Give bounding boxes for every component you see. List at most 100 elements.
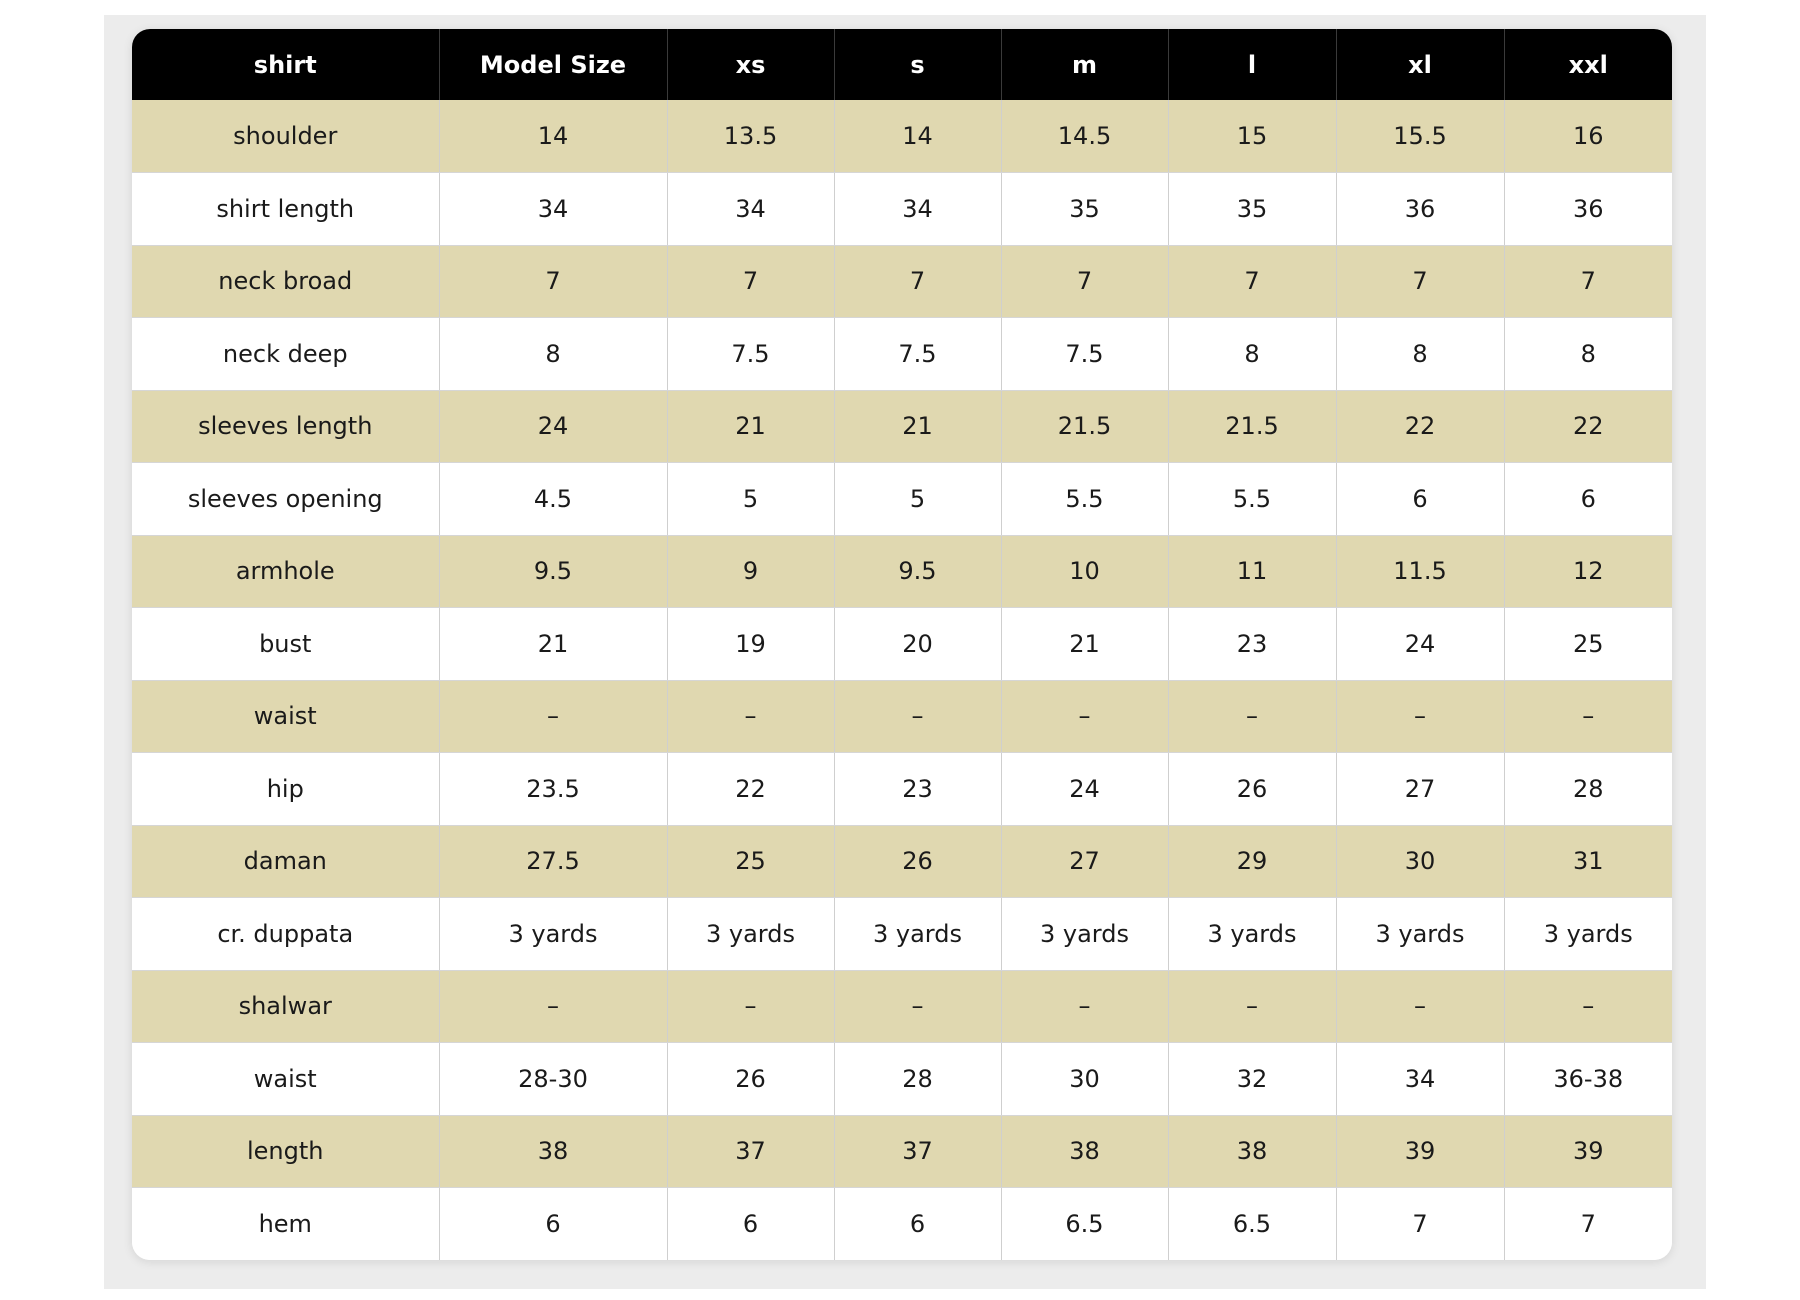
measurement-cell: 15.5	[1336, 100, 1505, 173]
table-row: shalwar – – – – – – –	[132, 970, 1672, 1043]
measurement-cell: 24	[439, 390, 668, 463]
row-label-cell: daman	[132, 825, 440, 898]
measurement-cell: 28-30	[439, 1042, 668, 1116]
measurement-cell: 11	[1168, 535, 1337, 608]
table-row: sleeves length 24 21 21 21.5 21.5 22 22	[132, 390, 1672, 463]
measurement-cell: 14.5	[1001, 100, 1169, 173]
row-label-cell: shoulder	[132, 100, 440, 173]
measurement-cell: 39	[1504, 1115, 1672, 1188]
measurement-cell: 22	[667, 752, 835, 826]
row-label-cell: neck broad	[132, 245, 440, 318]
measurement-cell: 7	[1001, 245, 1169, 318]
measurement-cell: 35	[1001, 172, 1169, 246]
measurement-cell: 26	[834, 825, 1002, 898]
measurement-cell: –	[439, 680, 668, 753]
measurement-cell: 24	[1336, 607, 1505, 681]
column-header-xl: xl	[1336, 29, 1505, 100]
measurement-cell: 32	[1168, 1042, 1337, 1116]
measurement-cell: 36	[1336, 172, 1505, 246]
measurement-cell: –	[1001, 970, 1169, 1043]
measurement-cell: 8	[439, 317, 668, 391]
row-label-cell: cr. duppata	[132, 897, 440, 971]
table-row: bust 21 19 20 21 23 24 25	[132, 607, 1672, 681]
measurement-cell: 35	[1168, 172, 1337, 246]
measurement-cell: 6	[1336, 462, 1505, 536]
measurement-cell: –	[834, 680, 1002, 753]
measurement-cell: –	[1001, 680, 1169, 753]
measurement-cell: 25	[667, 825, 835, 898]
measurement-cell: 7	[1336, 1187, 1505, 1260]
measurement-cell: 3 yards	[1168, 897, 1337, 971]
measurement-cell: 8	[1504, 317, 1672, 391]
row-label-cell: waist	[132, 680, 440, 753]
measurement-cell: 16	[1504, 100, 1672, 173]
measurement-cell: –	[667, 970, 835, 1043]
measurement-cell: 6.5	[1168, 1187, 1337, 1260]
measurement-cell: 36	[1504, 172, 1672, 246]
measurement-cell: 5.5	[1001, 462, 1169, 536]
measurement-cell: 5.5	[1168, 462, 1337, 536]
measurement-cell: 27	[1001, 825, 1169, 898]
measurement-cell: 11.5	[1336, 535, 1505, 608]
measurement-cell: 31	[1504, 825, 1672, 898]
measurement-cell: 7.5	[667, 317, 835, 391]
measurement-cell: 29	[1168, 825, 1337, 898]
measurement-cell: –	[1168, 680, 1337, 753]
column-header-model-size: Model Size	[439, 29, 668, 100]
table-header-row: shirt Model Size xs s m l xl xxl	[132, 29, 1672, 100]
measurement-cell: –	[667, 680, 835, 753]
measurement-cell: 21	[1001, 607, 1169, 681]
measurement-cell: 26	[667, 1042, 835, 1116]
row-label-cell: waist	[132, 1042, 440, 1116]
measurement-cell: 37	[834, 1115, 1002, 1188]
table-row: length 38 37 37 38 38 39 39	[132, 1115, 1672, 1188]
measurement-cell: 7	[439, 245, 668, 318]
measurement-cell: 23	[1168, 607, 1337, 681]
measurement-cell: –	[1504, 680, 1672, 753]
measurement-cell: 8	[1336, 317, 1505, 391]
measurement-cell: 28	[1504, 752, 1672, 826]
measurement-cell: –	[834, 970, 1002, 1043]
measurement-cell: 23	[834, 752, 1002, 826]
measurement-cell: 38	[1168, 1115, 1337, 1188]
measurement-cell: 38	[439, 1115, 668, 1188]
measurement-cell: 7	[1504, 1187, 1672, 1260]
measurement-cell: 7.5	[834, 317, 1002, 391]
column-header-s: s	[834, 29, 1002, 100]
measurement-cell: 9.5	[834, 535, 1002, 608]
measurement-cell: 10	[1001, 535, 1169, 608]
measurement-cell: 36-38	[1504, 1042, 1672, 1116]
measurement-cell: –	[1168, 970, 1337, 1043]
row-label-cell: armhole	[132, 535, 440, 608]
row-label-cell: bust	[132, 607, 440, 681]
measurement-cell: 14	[834, 100, 1002, 173]
measurement-cell: 21	[667, 390, 835, 463]
column-header-xs: xs	[667, 29, 835, 100]
measurement-cell: –	[1336, 680, 1505, 753]
measurement-cell: –	[1336, 970, 1505, 1043]
measurement-cell: 6	[834, 1187, 1002, 1260]
measurement-cell: 22	[1504, 390, 1672, 463]
measurement-cell: 6.5	[1001, 1187, 1169, 1260]
measurement-cell: 6	[439, 1187, 668, 1260]
measurement-cell: 23.5	[439, 752, 668, 826]
measurement-cell: –	[1504, 970, 1672, 1043]
measurement-cell: 38	[1001, 1115, 1169, 1188]
column-header-l: l	[1168, 29, 1337, 100]
measurement-cell: 9	[667, 535, 835, 608]
table-row: waist – – – – – – –	[132, 680, 1672, 753]
measurement-cell: 34	[1336, 1042, 1505, 1116]
measurement-cell: 7	[1504, 245, 1672, 318]
table-row: sleeves opening 4.5 5 5 5.5 5.5 6 6	[132, 462, 1672, 536]
measurement-cell: 3 yards	[667, 897, 835, 971]
measurement-cell: 34	[439, 172, 668, 246]
measurement-cell: 27	[1336, 752, 1505, 826]
measurement-cell: 7	[1336, 245, 1505, 318]
measurement-cell: 15	[1168, 100, 1337, 173]
measurement-cell: 5	[667, 462, 835, 536]
measurement-cell: 13.5	[667, 100, 835, 173]
table-body: shoulder 14 13.5 14 14.5 15 15.5 16 shirt length…	[132, 100, 1672, 1260]
measurement-cell: 30	[1001, 1042, 1169, 1116]
table-row: neck broad 7 7 7 7 7 7 7	[132, 245, 1672, 318]
measurement-cell: 21	[439, 607, 668, 681]
